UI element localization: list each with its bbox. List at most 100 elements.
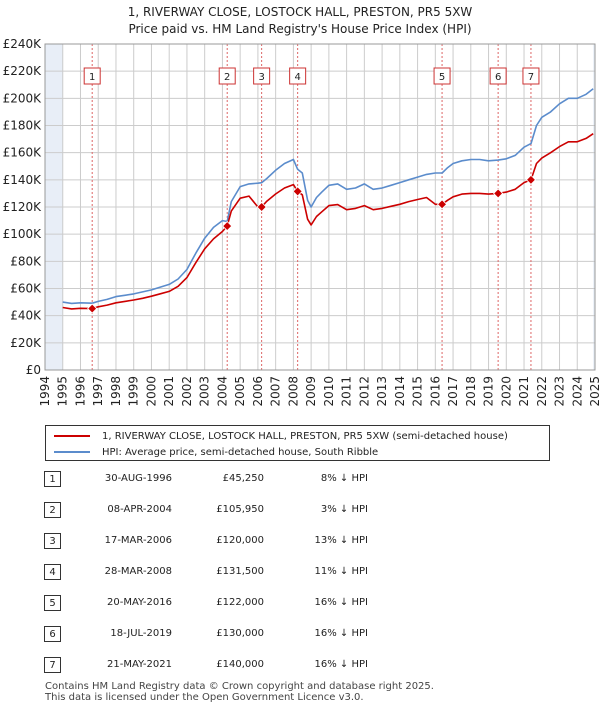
x-tick-label: 2018	[464, 376, 478, 407]
sale-point	[525, 174, 537, 185]
sale-price: £45,250	[222, 473, 264, 484]
sale-date: 17-MAR-2006	[104, 535, 172, 546]
legend-swatch-property	[54, 435, 90, 437]
sale-row: 5 20-MAY-2016 £122,000 16% ↓ HPI	[44, 595, 464, 613]
sale-row: 7 21-MAY-2021 £140,000 16% ↓ HPI	[44, 657, 464, 675]
x-tick-label: 2005	[233, 376, 247, 407]
x-tick-label: 2004	[215, 376, 229, 407]
sale-number: 7	[44, 657, 61, 673]
sale-point	[292, 186, 303, 197]
x-tick-label: 2016	[428, 376, 442, 407]
sale-label-box	[433, 67, 451, 85]
sale-number-labels: 1 2 3 4 5 6 7	[83, 67, 540, 85]
x-tick-label: 2020	[499, 376, 513, 407]
sale-price: £140,000	[216, 659, 264, 670]
y-tick-label: £160K	[3, 146, 43, 160]
sale-hpi-diff: 11% ↓ HPI	[314, 566, 368, 577]
sale-price: £130,000	[216, 628, 264, 639]
y-tick-label: £20K	[10, 336, 42, 350]
hpi-line	[62, 88, 594, 305]
grid	[44, 43, 596, 371]
y-tick-label: £240K	[3, 37, 43, 51]
sale-number: 3	[44, 533, 61, 549]
chart-subtitle: Price paid vs. HM Land Registry's House …	[128, 22, 472, 36]
x-tick-label: 1996	[73, 376, 87, 407]
sale-dots	[87, 174, 537, 314]
y-tick-label: £220K	[3, 64, 43, 78]
x-tick-label: 2012	[357, 376, 371, 407]
plot-frame	[44, 43, 596, 371]
sale-date: 08-APR-2004	[107, 504, 172, 515]
y-tick-label: £40K	[10, 309, 42, 323]
sale-label-number: 3	[258, 72, 264, 83]
sale-label-box	[489, 67, 507, 85]
legend-item-hpi: HPI: Average price, semi-detached house,…	[54, 445, 378, 459]
sale-date: 18-JUL-2019	[110, 628, 172, 639]
sale-date: 20-MAY-2016	[106, 597, 172, 608]
sale-price: £122,000	[216, 597, 264, 608]
sale-date: 28-MAR-2008	[104, 566, 172, 577]
legend-item-property: 1, RIVERWAY CLOSE, LOSTOCK HALL, PRESTON…	[54, 429, 508, 443]
axes: £0 £20K £40K £60K £80K £100K £120K £140K £160K £1…	[3, 37, 600, 407]
y-tick-label: £100K	[3, 227, 43, 241]
y-tick-label: £60K	[10, 282, 42, 296]
sale-label-number: 1	[89, 72, 95, 83]
sale-hpi-diff: 16% ↓ HPI	[314, 597, 368, 608]
x-tick-label: 2013	[375, 376, 389, 407]
x-tick-label: 1998	[109, 376, 123, 407]
sale-hpi-diff: 3% ↓ HPI	[320, 504, 368, 515]
sale-label-number: 6	[495, 72, 501, 83]
sale-label-number: 7	[528, 72, 534, 83]
sale-date: 30-AUG-1996	[104, 473, 172, 484]
x-tick-label: 2007	[269, 376, 283, 407]
sale-label-box	[289, 67, 307, 85]
x-tick-label: 1999	[127, 376, 141, 407]
x-tick-label: 2002	[180, 376, 194, 407]
sale-row: 1 30-AUG-1996 £45,250 8% ↓ HPI	[44, 471, 464, 489]
legend-label-property: 1, RIVERWAY CLOSE, LOSTOCK HALL, PRESTON…	[102, 430, 508, 442]
price-chart: 1 2 3 4 5 6 7 £0 £20K £40K £60K £80K £100K £120K £140…	[3, 37, 600, 407]
sale-hpi-diff: 13% ↓ HPI	[314, 535, 368, 546]
sale-label-box	[83, 67, 101, 85]
x-tick-label: 2023	[553, 376, 567, 407]
x-tick-label: 2000	[144, 376, 158, 407]
y-tick-label: £180K	[3, 119, 43, 133]
legend-swatch-hpi	[54, 451, 90, 453]
x-tick-label: 2024	[570, 376, 584, 407]
sale-point	[493, 188, 504, 199]
sale-price: £120,000	[216, 535, 264, 546]
footer: Contains HM Land Registry data © Crown c…	[45, 681, 434, 703]
sale-hpi-diff: 16% ↓ HPI	[314, 659, 368, 670]
x-tick-label: 2009	[304, 376, 318, 407]
legend-label-hpi: HPI: Average price, semi-detached house,…	[102, 446, 379, 458]
series-lines	[62, 88, 594, 310]
sale-number: 5	[44, 595, 61, 611]
x-tick-label: 2022	[535, 376, 549, 407]
x-tick-label: 2001	[162, 376, 176, 407]
sale-number: 4	[44, 564, 61, 580]
legend: 1, RIVERWAY CLOSE, LOSTOCK HALL, PRESTON…	[45, 425, 550, 461]
x-tick-label: 2014	[393, 376, 407, 407]
y-tick-label: £80K	[10, 254, 42, 268]
sale-number: 1	[44, 471, 61, 487]
x-tick-label: 2006	[251, 376, 265, 407]
sale-point	[436, 199, 448, 210]
sale-price: £105,950	[216, 504, 264, 515]
sale-row: 2 08-APR-2004 £105,950 3% ↓ HPI	[44, 502, 464, 520]
sale-row: 6 18-JUL-2019 £130,000 16% ↓ HPI	[44, 626, 464, 644]
x-tick-label: 1994	[38, 376, 52, 407]
y-tick-label: £140K	[3, 173, 43, 187]
x-tick-label: 2017	[446, 376, 460, 407]
y-tick-label: £120K	[3, 200, 43, 214]
y-tick-label: £200K	[3, 91, 43, 105]
sale-hpi-diff: 8% ↓ HPI	[320, 473, 368, 484]
x-tick-label: 2003	[198, 376, 212, 407]
sale-label-box	[522, 67, 540, 85]
y-tick-label: £0	[26, 363, 41, 377]
x-tick-label: 2025	[588, 376, 600, 407]
x-tick-label: 2021	[517, 376, 531, 407]
chart-title-line1: 1, RIVERWAY CLOSE, LOSTOCK HALL, PRESTON…	[127, 5, 473, 19]
sale-label-box	[218, 67, 236, 85]
sale-label-number: 4	[294, 72, 300, 83]
sale-label-number: 5	[439, 72, 445, 83]
